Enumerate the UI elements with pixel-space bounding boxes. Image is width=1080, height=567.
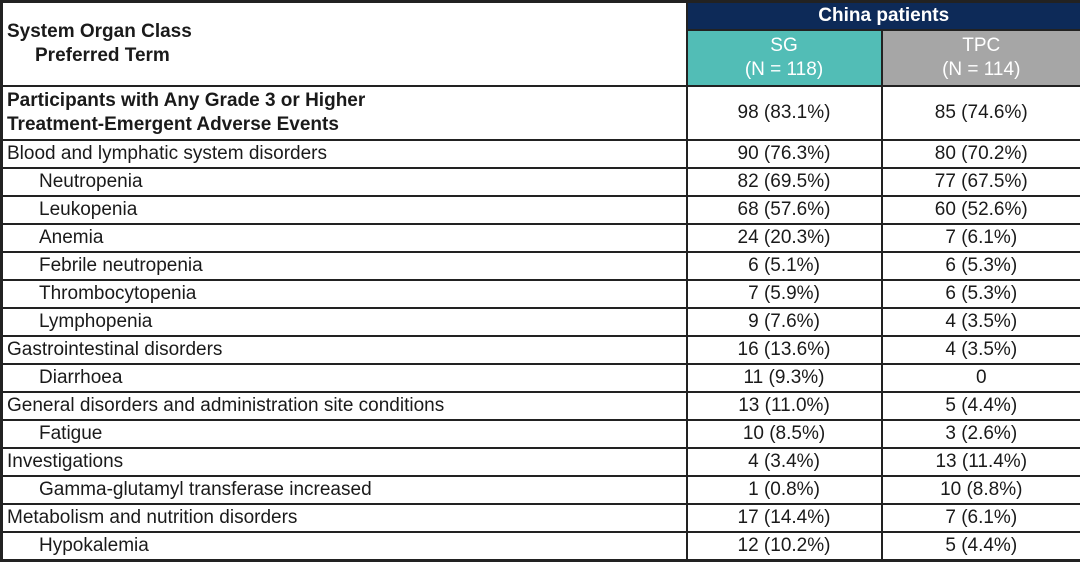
row-label-line: Gastrointestinal disorders xyxy=(7,339,223,360)
row-label: General disorders and administration sit… xyxy=(0,391,688,421)
row-label: Lymphopenia xyxy=(0,307,688,337)
table-row: Hypokalemia 12 (10.2%) 5 (4.4%) xyxy=(0,531,1080,562)
table-row: Febrile neutropenia 6 (5.1%) 6 (5.3%) xyxy=(0,251,1080,281)
row-label: Anemia xyxy=(0,223,688,253)
row-label-line: Treatment-Emergent Adverse Events xyxy=(7,114,339,135)
table-row: Participants with Any Grade 3 or Higher T… xyxy=(0,85,1080,141)
soc-header-line: System Organ Class xyxy=(7,21,192,42)
table-row: Neutropenia 82 (69.5%) 77 (67.5%) xyxy=(0,167,1080,197)
row-label: Blood and lymphatic system disorders xyxy=(0,139,688,169)
table-row: Gastrointestinal disorders 16 (13.6%) 4 (3… xyxy=(0,335,1080,365)
tpc-value: 6 (5.3%) xyxy=(880,251,1080,281)
tpc-value: 4 (3.5%) xyxy=(880,335,1080,365)
tpc-value: 4 (3.5%) xyxy=(880,307,1080,337)
row-label-line: Fatigue xyxy=(39,423,103,444)
tpc-value: 85 (74.6%) xyxy=(880,85,1080,141)
china-patients-header: China patients xyxy=(685,0,1080,31)
sg-value: 17 (14.4%) xyxy=(685,503,883,533)
row-label: Leukopenia xyxy=(0,195,688,225)
row-label: Hypokalemia xyxy=(0,531,688,562)
sg-value: 13 (11.0%) xyxy=(685,391,883,421)
row-label: Diarrhoea xyxy=(0,363,688,393)
row-label: Febrile neutropenia xyxy=(0,251,688,281)
arm-header-row: SG (N = 118) TPC (N = 114) xyxy=(2,29,1080,87)
sg-value: 98 (83.1%) xyxy=(685,85,883,141)
table-row: Gamma-glutamyl transferase increased 1 (0… xyxy=(0,475,1080,505)
tpc-value: 80 (70.2%) xyxy=(880,139,1080,169)
table-row: Blood and lymphatic system disorders 90 (… xyxy=(0,139,1080,169)
tpc-value: 3 (2.6%) xyxy=(880,419,1080,449)
sg-value: 11 (9.3%) xyxy=(685,363,883,393)
tpc-value: 10 (8.8%) xyxy=(880,475,1080,505)
row-label: Metabolism and nutrition disorders xyxy=(0,503,688,533)
row-label-line: Diarrhoea xyxy=(39,367,123,388)
tpc-value: 5 (4.4%) xyxy=(880,531,1080,562)
tpc-label: TPC xyxy=(962,35,1001,56)
row-label-line: Febrile neutropenia xyxy=(39,255,203,276)
table-header: System Organ Class Preferred Term China … xyxy=(0,0,1080,87)
tpc-value: 7 (6.1%) xyxy=(880,223,1080,253)
tpc-n: (N = 114) xyxy=(942,59,1021,80)
sg-value: 82 (69.5%) xyxy=(685,167,883,197)
sg-value: 24 (20.3%) xyxy=(685,223,883,253)
tpc-value: 7 (6.1%) xyxy=(880,503,1080,533)
row-label: Fatigue xyxy=(0,419,688,449)
row-label-line: Hypokalemia xyxy=(39,535,149,556)
sg-value: 16 (13.6%) xyxy=(685,335,883,365)
row-label-line: Leukopenia xyxy=(39,199,138,220)
sg-value: 68 (57.6%) xyxy=(685,195,883,225)
row-label-line: Neutropenia xyxy=(39,171,143,192)
table-row: Metabolism and nutrition disorders 17 (14… xyxy=(0,503,1080,533)
row-label-line: Participants with Any Grade 3 or Higher xyxy=(7,90,366,111)
row-label-line: Gamma-glutamyl transferase increased xyxy=(39,479,372,500)
table-row: Thrombocytopenia 7 (5.9%) 6 (5.3%) xyxy=(0,279,1080,309)
tpc-value: 0 xyxy=(880,363,1080,393)
tpc-value: 60 (52.6%) xyxy=(880,195,1080,225)
row-label-line: Lymphopenia xyxy=(39,311,153,332)
tpc-value: 5 (4.4%) xyxy=(880,391,1080,421)
tpc-column-header: TPC (N = 114) xyxy=(880,29,1080,87)
row-label-line: Metabolism and nutrition disorders xyxy=(7,507,298,528)
row-label: Participants with Any Grade 3 or Higher T… xyxy=(0,85,688,141)
table-row: Investigations 4 (3.4%) 13 (11.4%) xyxy=(0,447,1080,477)
row-label-line: Thrombocytopenia xyxy=(39,283,197,304)
sg-value: 10 (8.5%) xyxy=(685,419,883,449)
sg-value: 1 (0.8%) xyxy=(685,475,883,505)
table-body: Participants with Any Grade 3 or Higher T… xyxy=(0,85,1080,562)
row-label-line: General disorders and administration sit… xyxy=(7,395,445,416)
row-label: Neutropenia xyxy=(0,167,688,197)
row-label-line: Anemia xyxy=(39,227,104,248)
table-row: Anemia 24 (20.3%) 7 (6.1%) xyxy=(0,223,1080,253)
sg-label: SG xyxy=(770,35,798,56)
row-label: Gastrointestinal disorders xyxy=(0,335,688,365)
tpc-value: 77 (67.5%) xyxy=(880,167,1080,197)
row-label: Thrombocytopenia xyxy=(0,279,688,309)
row-label-line: Investigations xyxy=(7,451,124,472)
sg-value: 7 (5.9%) xyxy=(685,279,883,309)
sg-n: (N = 118) xyxy=(744,59,824,80)
row-label: Gamma-glutamyl transferase increased xyxy=(0,475,688,505)
soc-preferred-term-header: System Organ Class Preferred Term xyxy=(0,0,688,87)
table-row: Diarrhoea 11 (9.3%) 0 xyxy=(0,363,1080,393)
row-label: Investigations xyxy=(0,447,688,477)
sg-value: 12 (10.2%) xyxy=(685,531,883,562)
sg-column-header: SG (N = 118) xyxy=(685,29,883,87)
row-label-line: Blood and lymphatic system disorders xyxy=(7,143,327,164)
table-row: Lymphopenia 9 (7.6%) 4 (3.5%) xyxy=(0,307,1080,337)
group-header-row: System Organ Class Preferred Term China … xyxy=(0,0,1080,87)
preferred-term-header-line: Preferred Term xyxy=(35,45,170,66)
tpc-value: 6 (5.3%) xyxy=(880,279,1080,309)
table-row: Leukopenia 68 (57.6%) 60 (52.6%) xyxy=(0,195,1080,225)
sg-value: 6 (5.1%) xyxy=(685,251,883,281)
sg-value: 4 (3.4%) xyxy=(685,447,883,477)
tpc-value: 13 (11.4%) xyxy=(880,447,1080,477)
sg-value: 9 (7.6%) xyxy=(685,307,883,337)
table-row: General disorders and administration sit… xyxy=(0,391,1080,421)
sg-value: 90 (76.3%) xyxy=(685,139,883,169)
table-row: Fatigue 10 (8.5%) 3 (2.6%) xyxy=(0,419,1080,449)
